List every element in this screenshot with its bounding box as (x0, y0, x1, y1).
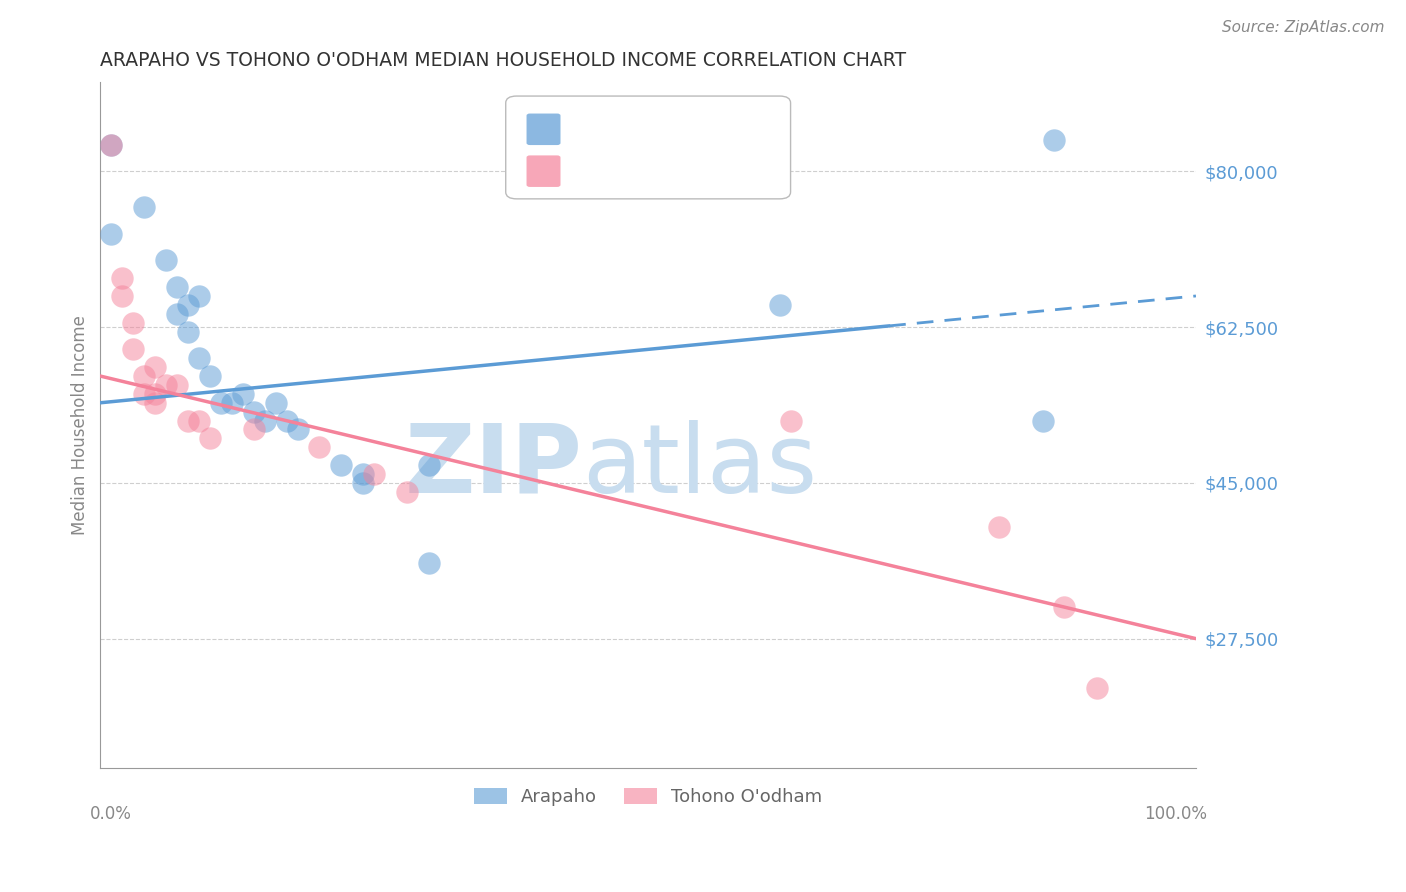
Point (352, 467, 374, 481)
Point (209, 396, 232, 410)
FancyBboxPatch shape (526, 155, 561, 187)
Text: 0.168: 0.168 (607, 120, 665, 138)
Point (232, 387, 254, 401)
Text: Source: ZipAtlas.com: Source: ZipAtlas.com (1222, 20, 1385, 35)
Point (134, 369, 156, 384)
Point (330, 458, 353, 472)
Point (363, 467, 385, 481)
FancyBboxPatch shape (506, 96, 790, 199)
Point (166, 307, 188, 321)
Point (177, 325, 200, 339)
Text: N = 26: N = 26 (659, 120, 727, 138)
Point (1032, 413, 1054, 427)
Point (418, 458, 440, 472)
Point (122, 316, 145, 330)
Point (253, 413, 276, 427)
Point (308, 440, 330, 454)
Point (134, 200, 156, 214)
Legend: Arapaho, Tohono O'odham: Arapaho, Tohono O'odham (467, 780, 830, 814)
Point (155, 253, 177, 268)
Point (100, 137, 122, 152)
Point (1085, 681, 1108, 695)
Point (396, 484, 419, 499)
Text: ARAPAHO VS TOHONO O'ODHAM MEDIAN HOUSEHOLD INCOME CORRELATION CHART: ARAPAHO VS TOHONO O'ODHAM MEDIAN HOUSEHO… (100, 51, 907, 70)
Text: 0.0%: 0.0% (90, 805, 131, 823)
Text: 100.0%: 100.0% (1144, 805, 1206, 823)
Point (188, 289, 211, 303)
Point (155, 378, 177, 392)
Point (779, 413, 801, 427)
Point (188, 413, 211, 427)
Point (352, 475, 374, 490)
Point (166, 280, 188, 294)
Point (111, 289, 134, 303)
Point (242, 422, 264, 436)
Point (177, 413, 200, 427)
Point (111, 271, 134, 285)
Point (143, 360, 166, 375)
Point (418, 556, 440, 570)
Point (198, 369, 221, 384)
Point (768, 298, 790, 312)
Point (987, 520, 1010, 534)
Point (177, 298, 200, 312)
Text: R = -0.608: R = -0.608 (567, 162, 662, 180)
Point (122, 343, 145, 357)
FancyBboxPatch shape (526, 113, 561, 145)
Point (188, 351, 211, 366)
Text: ZIP: ZIP (405, 419, 582, 513)
Point (1042, 133, 1064, 147)
Y-axis label: Median Household Income: Median Household Income (72, 315, 89, 535)
Text: R =: R = (567, 120, 599, 138)
Text: atlas: atlas (582, 419, 817, 513)
Point (100, 227, 122, 241)
Point (242, 405, 264, 419)
Point (100, 137, 122, 152)
Point (166, 378, 188, 392)
Point (264, 396, 287, 410)
Point (276, 413, 298, 427)
Text: N = 22: N = 22 (659, 162, 727, 180)
Point (287, 422, 309, 436)
Point (221, 396, 243, 410)
Point (143, 396, 166, 410)
Point (198, 431, 221, 445)
Point (134, 387, 156, 401)
Point (1053, 600, 1076, 615)
Point (143, 387, 166, 401)
